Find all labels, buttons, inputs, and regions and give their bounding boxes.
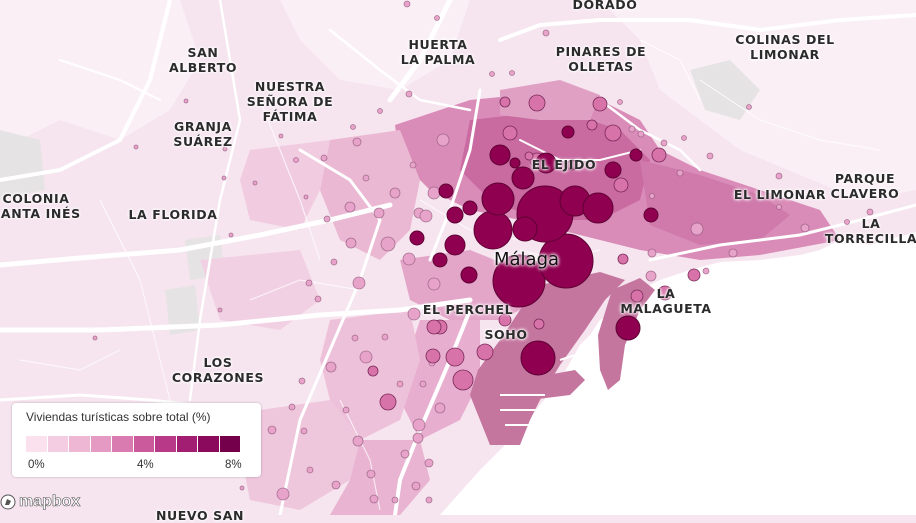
legend-swatch xyxy=(176,436,197,452)
hill-areas xyxy=(0,0,916,200)
place-label-san-alberto: SAN ALBERTO xyxy=(168,45,238,75)
legend-swatch xyxy=(155,436,176,452)
port-docks xyxy=(500,349,591,426)
place-label-nuevo-san: NUEVO SAN xyxy=(155,508,245,523)
legend-color-scale xyxy=(26,436,240,452)
bubbles-small xyxy=(92,0,874,504)
place-label-parque-clavero: PARQUE CLAVERO xyxy=(830,171,900,201)
legend-tick-max: 8% xyxy=(225,459,242,471)
legend-swatch xyxy=(26,436,47,452)
legend-tick-mid: 4% xyxy=(137,459,154,471)
place-label-la-malagueta: LA MALAGUETA xyxy=(620,286,712,316)
place-label-el-limonar: EL LIMONAR xyxy=(733,187,827,202)
minor-roads xyxy=(19,39,881,511)
legend-tick-min: 0% xyxy=(28,459,45,471)
legend-swatch xyxy=(90,436,111,452)
place-label-la-florida: LA FLORIDA xyxy=(128,207,218,222)
place-label-el-perchel: EL PERCHEL xyxy=(422,302,514,317)
place-label-nuestra-senora-de-fatima: NUESTRA SEÑORA DE FÁTIMA xyxy=(246,79,334,124)
bubbles-large xyxy=(409,125,659,376)
bubbles-medium xyxy=(367,94,701,411)
mapbox-logo-text: mapbox xyxy=(19,493,81,511)
place-label-huerta-la-palma: HUERTA LA PALMA xyxy=(400,37,476,67)
legend-swatch xyxy=(133,436,154,452)
place-label-soho: SOHO xyxy=(484,327,528,342)
gray-patches xyxy=(0,60,760,335)
legend-swatch xyxy=(112,436,133,452)
city-label: Málaga xyxy=(494,249,560,270)
place-label-colinas-del-limonar: COLINAS DEL LIMONAR xyxy=(735,32,835,62)
sea xyxy=(440,232,916,515)
mapbox-logo-icon xyxy=(0,494,16,510)
place-label-la-torrecilla: LA TORRECILLA xyxy=(824,216,916,246)
place-label-dorado: DORADO xyxy=(572,0,638,12)
legend-swatch xyxy=(198,436,219,452)
place-label-los-corazones: LOS CORAZONES xyxy=(171,355,265,385)
place-label-el-ejido: EL EJIDO xyxy=(531,157,597,172)
legend-title: Viviendas turísticas sobre total (%) xyxy=(26,410,211,424)
place-label-colonia-santa-ines: COLONIA SANTA INÉS xyxy=(0,191,81,221)
legend-swatch xyxy=(219,436,240,452)
legend-swatch xyxy=(47,436,68,452)
place-label-pinares-de-olletas: PINARES DE OLLETAS xyxy=(555,44,647,74)
legend-swatch xyxy=(69,436,90,452)
mapbox-logo[interactable]: mapbox xyxy=(0,493,81,511)
map-legend: Viviendas turísticas sobre total (%) 0% … xyxy=(12,403,261,477)
place-label-granja-suarez: GRANJA SUÁREZ xyxy=(173,119,233,149)
